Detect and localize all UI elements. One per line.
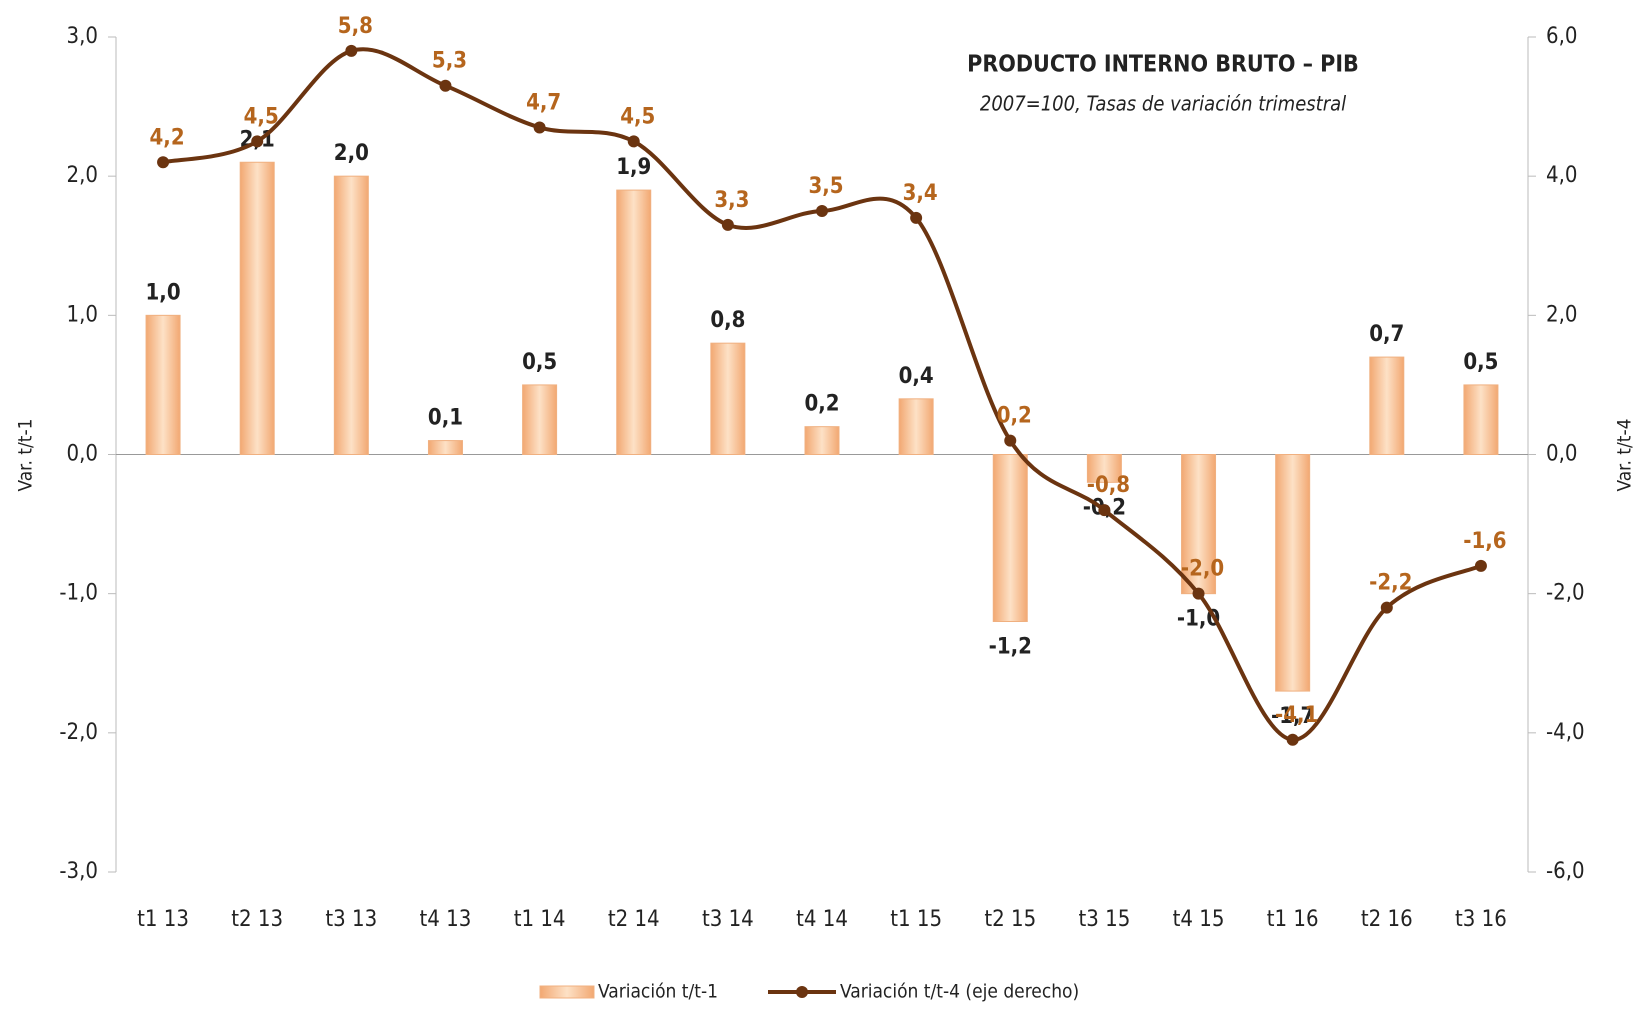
bar-value-label: 0,4 [899, 364, 934, 389]
line-value-label: -4,1 [1275, 703, 1318, 728]
x-tick-label: t3 15 [1078, 907, 1130, 932]
x-tick-label: t3 16 [1455, 907, 1507, 932]
y-tick-label: -1,0 [59, 581, 98, 606]
legend-swatch [796, 986, 808, 998]
bar-value-label: 0,5 [522, 350, 557, 375]
x-tick-label: t1 13 [137, 907, 189, 932]
line-marker [251, 135, 264, 148]
bar-value-label: 0,8 [710, 308, 745, 333]
line-marker [439, 79, 452, 92]
x-tick-label: t4 15 [1173, 907, 1225, 932]
y-tick-label: 1,0 [67, 302, 98, 327]
bar [804, 426, 840, 455]
x-tick-label: t4 14 [796, 907, 848, 932]
y2-tick-label: -4,0 [1546, 720, 1585, 745]
x-tick-label: t4 13 [420, 907, 472, 932]
bar-value-label: 1,9 [616, 155, 651, 180]
x-tick-label: t3 13 [325, 907, 377, 932]
line-marker [910, 211, 923, 224]
y-tick-label: 3,0 [67, 24, 98, 49]
line-marker [157, 156, 170, 169]
bar-value-label: -1,7 [1271, 704, 1314, 729]
bar [992, 454, 1028, 622]
line-value-label: 0,2 [997, 404, 1032, 429]
chart-title: PRODUCTO INTERNO BRUTO – PIB [967, 52, 1359, 78]
bar-value-label: 0,2 [804, 392, 839, 417]
bar [616, 189, 652, 455]
line-value-label: 4,5 [620, 104, 655, 129]
y-axis-label: Var. t/t-1 [15, 418, 37, 491]
bar [1463, 384, 1499, 455]
y2-tick-label: 0,0 [1546, 442, 1577, 467]
bar-value-label: 0,7 [1369, 322, 1404, 347]
line-marker [533, 121, 546, 134]
line-marker [1380, 601, 1393, 614]
bar [1086, 454, 1122, 483]
y2-axis-label: Var. t/t-4 [1614, 418, 1636, 491]
x-tick-label: t2 14 [608, 907, 660, 932]
line-value-label: 3,3 [714, 188, 749, 213]
line-marker [345, 44, 358, 57]
bar [1369, 356, 1405, 456]
line-value-label: -0,8 [1087, 473, 1130, 498]
bar [239, 161, 275, 455]
bar [1275, 454, 1311, 692]
bar-value-label: 0,1 [428, 406, 463, 431]
line-marker [1098, 504, 1111, 517]
x-tick-label: t2 16 [1361, 907, 1413, 932]
bar [898, 398, 934, 456]
x-tick-label: t2 13 [231, 907, 283, 932]
line-value-label: -1,6 [1463, 529, 1506, 554]
y2-tick-label: 4,0 [1546, 163, 1577, 188]
line-marker [1286, 733, 1299, 746]
legend-swatch [539, 985, 595, 999]
line-marker [1192, 587, 1205, 600]
line-marker [627, 135, 640, 148]
line-value-label: 5,8 [338, 14, 373, 39]
legend-label: Variación t/t-1 [598, 981, 718, 1003]
bar [1181, 454, 1217, 595]
line-marker [816, 204, 828, 217]
line-value-label: 4,2 [150, 125, 185, 150]
line [162, 47, 1482, 742]
x-tick-label: t1 15 [890, 907, 942, 932]
bar [333, 175, 369, 456]
line-value-label: 4,7 [526, 90, 561, 115]
y-tick-label: -3,0 [59, 859, 98, 884]
line-value-label: -2,2 [1369, 571, 1412, 596]
bar [145, 314, 181, 456]
line-value-label: 5,3 [432, 49, 467, 74]
line-marker [1474, 559, 1487, 572]
bar-value-label: 0,5 [1463, 350, 1498, 375]
y-tick-label: -2,0 [59, 720, 98, 745]
bar [427, 440, 463, 456]
x-tick-label: t2 15 [984, 907, 1036, 932]
x-tick-label: t1 14 [514, 907, 566, 932]
line-value-label: 4,5 [244, 104, 279, 129]
x-tick-label: t3 14 [702, 907, 754, 932]
y-tick-label: 0,0 [67, 442, 98, 467]
bar [710, 342, 746, 455]
bar-value-label: 2,0 [334, 141, 369, 166]
bar [522, 384, 558, 455]
bar-value-label: 1,0 [146, 280, 181, 305]
x-tick-label: t1 16 [1267, 907, 1319, 932]
line-value-label: 3,5 [808, 174, 843, 199]
bar-value-label: -1,2 [989, 635, 1032, 660]
y2-tick-label: -2,0 [1546, 581, 1585, 606]
line-marker [721, 218, 734, 231]
y-tick-label: 2,0 [67, 163, 98, 188]
chart-subtitle: 2007=100, Tasas de variación trimestral [980, 92, 1346, 116]
line-value-label: 3,4 [903, 181, 938, 206]
legend-label: Variación t/t-4 (eje derecho) [840, 981, 1079, 1003]
line-value-label: -2,0 [1181, 557, 1224, 582]
y2-tick-label: 6,0 [1546, 24, 1577, 49]
line-marker [1004, 434, 1017, 447]
y2-tick-label: 2,0 [1546, 302, 1577, 327]
y2-tick-label: -6,0 [1546, 859, 1585, 884]
